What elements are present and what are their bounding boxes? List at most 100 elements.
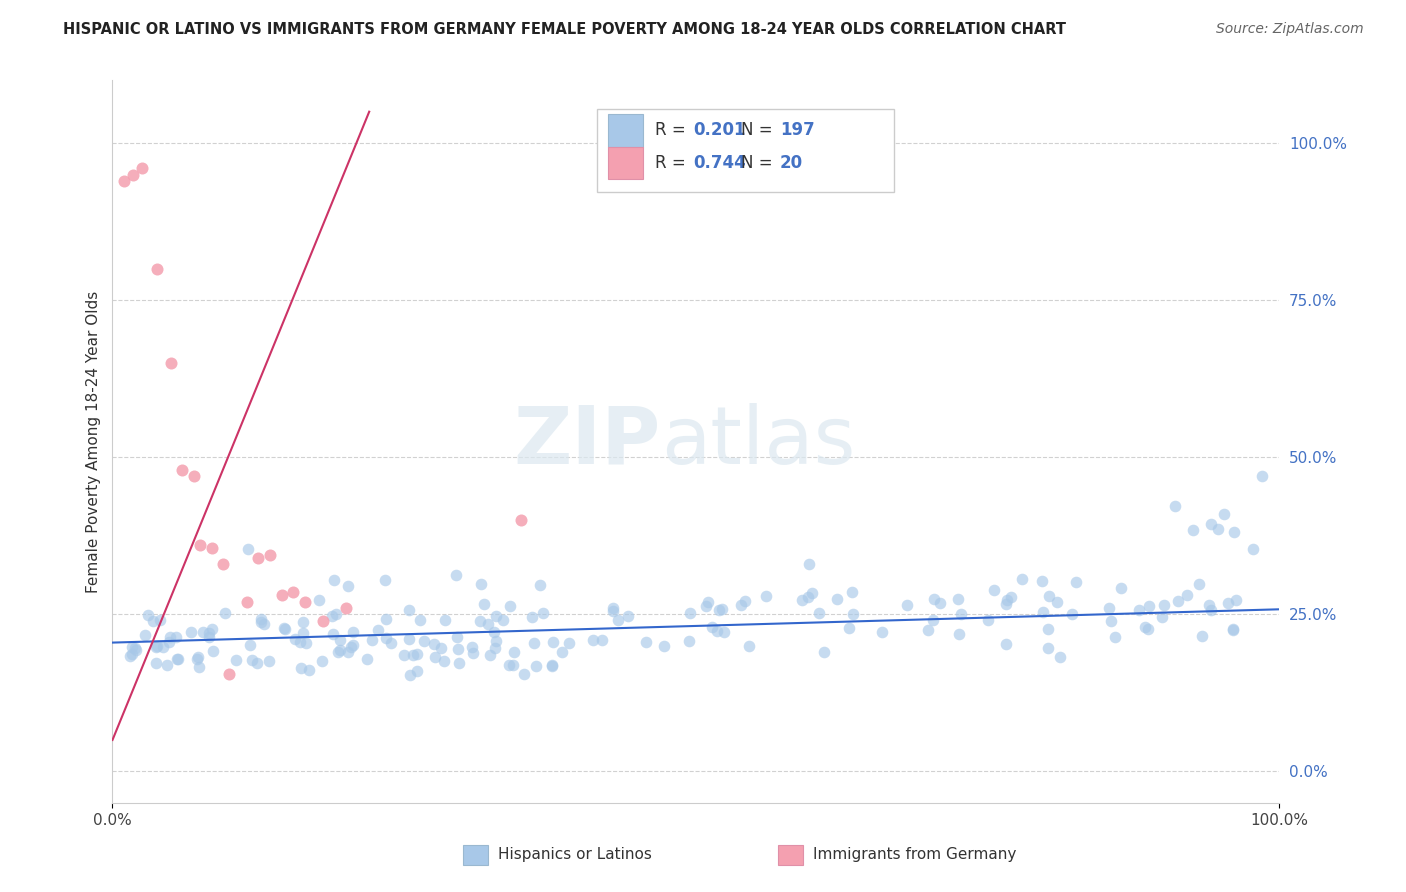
Point — [406, 664, 429, 678]
Point — [121, 640, 143, 655]
Point — [713, 625, 735, 640]
Point — [950, 607, 973, 621]
Text: N =: N = — [741, 154, 779, 172]
Point — [120, 649, 142, 664]
Point — [797, 557, 820, 571]
Point — [917, 623, 939, 637]
Point — [342, 624, 364, 639]
Point — [156, 657, 179, 672]
Point — [1000, 590, 1022, 604]
Point — [201, 622, 224, 636]
Point — [142, 614, 165, 628]
Point — [482, 625, 505, 640]
Point — [1213, 507, 1236, 521]
Text: Hispanics or Latinos: Hispanics or Latinos — [498, 847, 651, 863]
Point — [995, 597, 1018, 611]
Point — [405, 647, 427, 661]
Point — [1177, 588, 1199, 602]
Point — [290, 661, 312, 675]
Point — [896, 598, 918, 612]
Point — [523, 636, 546, 650]
Point — [321, 608, 343, 623]
Point — [329, 633, 352, 648]
Point — [541, 657, 564, 672]
Point — [291, 615, 314, 630]
Point — [340, 640, 363, 654]
Point — [1109, 581, 1132, 595]
Point — [503, 645, 526, 659]
Point — [374, 573, 396, 587]
Point — [447, 657, 470, 671]
Point — [367, 623, 389, 637]
Point — [702, 620, 724, 634]
Point — [1046, 595, 1069, 609]
Point — [112, 174, 135, 188]
Point — [755, 589, 778, 603]
Point — [1152, 610, 1174, 624]
Point — [413, 634, 436, 648]
Point — [706, 624, 728, 638]
Point — [616, 608, 638, 623]
Point — [145, 640, 167, 654]
Point — [1032, 605, 1054, 619]
Point — [326, 645, 349, 659]
Point — [399, 667, 422, 681]
Point — [131, 161, 153, 176]
Point — [374, 631, 396, 645]
Point — [607, 613, 630, 627]
Point — [1225, 593, 1247, 607]
FancyBboxPatch shape — [609, 147, 644, 179]
Point — [995, 593, 1018, 607]
Text: 20: 20 — [780, 154, 803, 172]
Point — [1099, 615, 1122, 629]
Point — [322, 627, 344, 641]
Point — [342, 638, 364, 652]
Point — [288, 635, 311, 649]
Point — [1104, 630, 1126, 644]
Point — [165, 630, 187, 644]
Point — [602, 604, 624, 618]
Point — [167, 652, 190, 666]
Point — [1038, 641, 1060, 656]
Point — [557, 636, 579, 650]
Point — [1064, 574, 1087, 589]
Point — [172, 463, 194, 477]
Point — [121, 648, 143, 662]
Point — [259, 654, 281, 668]
Point — [531, 607, 554, 621]
Point — [308, 593, 330, 607]
Point — [1198, 599, 1220, 613]
Point — [430, 641, 453, 656]
Point — [509, 513, 531, 527]
Point — [186, 651, 208, 665]
Point — [838, 621, 860, 635]
Point — [983, 583, 1005, 598]
Point — [236, 541, 259, 556]
Text: R =: R = — [655, 121, 692, 139]
Point — [797, 590, 820, 604]
Point — [946, 592, 969, 607]
Point — [180, 625, 202, 640]
Point — [297, 663, 319, 677]
Point — [1201, 603, 1223, 617]
Point — [423, 650, 446, 665]
Point — [922, 591, 945, 606]
Point — [697, 594, 720, 608]
Point — [994, 637, 1017, 651]
Point — [491, 613, 513, 627]
Point — [242, 653, 264, 667]
Point — [157, 635, 180, 649]
Point — [188, 538, 211, 552]
Point — [1199, 516, 1222, 531]
Point — [160, 356, 183, 370]
Point — [159, 630, 181, 644]
Point — [375, 612, 398, 626]
Point — [152, 640, 174, 654]
Point — [166, 652, 188, 666]
Point — [433, 654, 456, 668]
Point — [800, 586, 823, 600]
Point — [695, 599, 717, 613]
Point — [1218, 596, 1240, 610]
Point — [202, 644, 225, 658]
Point — [398, 632, 420, 647]
